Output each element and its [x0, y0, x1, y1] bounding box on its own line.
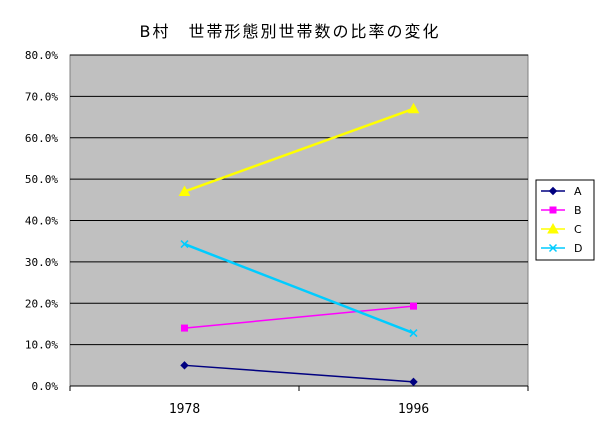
y-tick-label: 60.0% — [25, 132, 58, 145]
x-tick-label: 1978 — [169, 402, 200, 417]
legend-marker — [548, 243, 558, 253]
series-layer — [178, 102, 420, 387]
legend-marker — [547, 222, 559, 234]
data-point-C — [178, 185, 191, 197]
series-line-C — [184, 107, 414, 193]
y-tick-label: 70.0% — [25, 90, 58, 103]
data-point-B — [410, 302, 417, 310]
y-tick-label: 0.0% — [32, 380, 59, 393]
legend-marker — [549, 206, 557, 214]
legend-item-A: A — [541, 185, 582, 198]
series-line-A — [184, 364, 414, 383]
chart-title: B村 世帯形態別世帯数の比率の変化 — [140, 22, 441, 41]
legend-marker — [548, 186, 558, 196]
legend-item-B: B — [541, 204, 582, 217]
legend-label: B — [574, 204, 582, 217]
x-axis: 1978 1996 — [169, 402, 429, 417]
legend-item-C: C — [541, 222, 582, 236]
x-tick-label: 1996 — [398, 402, 429, 417]
legend-label: D — [574, 242, 582, 255]
y-tick-label: 20.0% — [25, 297, 58, 310]
y-tick-label: 30.0% — [25, 256, 58, 269]
data-point-A — [180, 361, 189, 370]
y-axis: 0.0% 10.0% 20.0% 30.0% 40.0% 50.0% 60.0% 70.0% 8… — [25, 49, 58, 393]
y-tick-label: 50.0% — [25, 173, 58, 186]
legend-label: A — [574, 185, 582, 198]
y-tick-label: 10.0% — [25, 339, 58, 352]
y-tick-label: 40.0% — [25, 215, 58, 228]
plot-area — [69, 54, 529, 391]
y-tick-label: 80.0% — [25, 49, 58, 62]
legend-box — [535, 179, 595, 261]
legend-label: C — [574, 223, 582, 236]
series-D — [180, 240, 418, 338]
series-A — [180, 361, 418, 387]
series-line-D — [184, 242, 414, 335]
series-B — [181, 302, 417, 332]
data-point-D — [180, 240, 189, 249]
data-point-D — [409, 329, 418, 338]
series-C — [178, 102, 420, 197]
data-point-C — [407, 102, 420, 114]
data-point-A — [409, 377, 418, 387]
series-line-B — [184, 305, 414, 329]
data-point-B — [181, 324, 188, 332]
legend-item-D: D — [541, 242, 582, 255]
